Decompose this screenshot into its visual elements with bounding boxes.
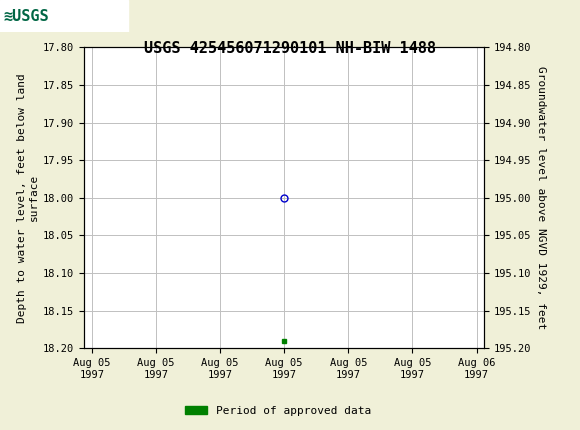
Y-axis label: Groundwater level above NGVD 1929, feet: Groundwater level above NGVD 1929, feet [536,66,546,329]
Text: USGS 425456071290101 NH-BIW 1488: USGS 425456071290101 NH-BIW 1488 [144,41,436,56]
Legend: Period of approved data: Period of approved data [181,401,376,420]
Text: ≋USGS: ≋USGS [3,9,49,24]
Bar [0,0,128,32]
Y-axis label: Depth to water level, feet below land
surface: Depth to water level, feet below land su… [17,73,39,322]
